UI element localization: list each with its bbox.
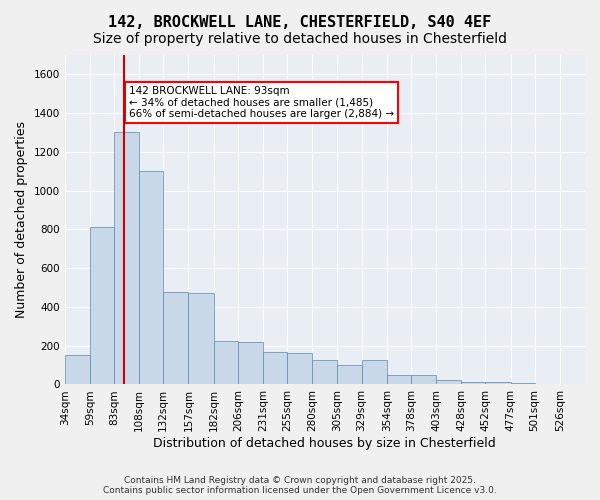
Bar (214, 341, 238, 384)
Bar (65, 356, 90, 384)
Bar (461, 382, 485, 384)
X-axis label: Distribution of detached houses by size in Chesterfield: Distribution of detached houses by size … (154, 437, 496, 450)
Bar (188, 294, 214, 384)
Bar (485, 382, 511, 384)
Bar (263, 352, 287, 384)
Text: Contains HM Land Registry data © Crown copyright and database right 2025.
Contai: Contains HM Land Registry data © Crown c… (103, 476, 497, 495)
Text: 142 BROCKWELL LANE: 93sqm
← 34% of detached houses are smaller (1,485)
66% of se: 142 BROCKWELL LANE: 93sqm ← 34% of detac… (129, 86, 394, 119)
Bar (90, 228, 114, 384)
Bar (312, 360, 337, 384)
Text: 142, BROCKWELL LANE, CHESTERFIELD, S40 4EF: 142, BROCKWELL LANE, CHESTERFIELD, S40 4… (109, 15, 491, 30)
Bar (238, 342, 263, 384)
Bar (163, 292, 188, 384)
Text: Size of property relative to detached houses in Chesterfield: Size of property relative to detached ho… (93, 32, 507, 46)
Bar (337, 365, 362, 384)
Y-axis label: Number of detached properties: Number of detached properties (15, 121, 28, 318)
Bar (436, 380, 461, 384)
Bar (139, 172, 163, 384)
Bar (362, 360, 387, 384)
Bar (287, 354, 312, 384)
Bar (387, 375, 411, 384)
Bar (114, 132, 139, 384)
Bar (411, 375, 436, 384)
